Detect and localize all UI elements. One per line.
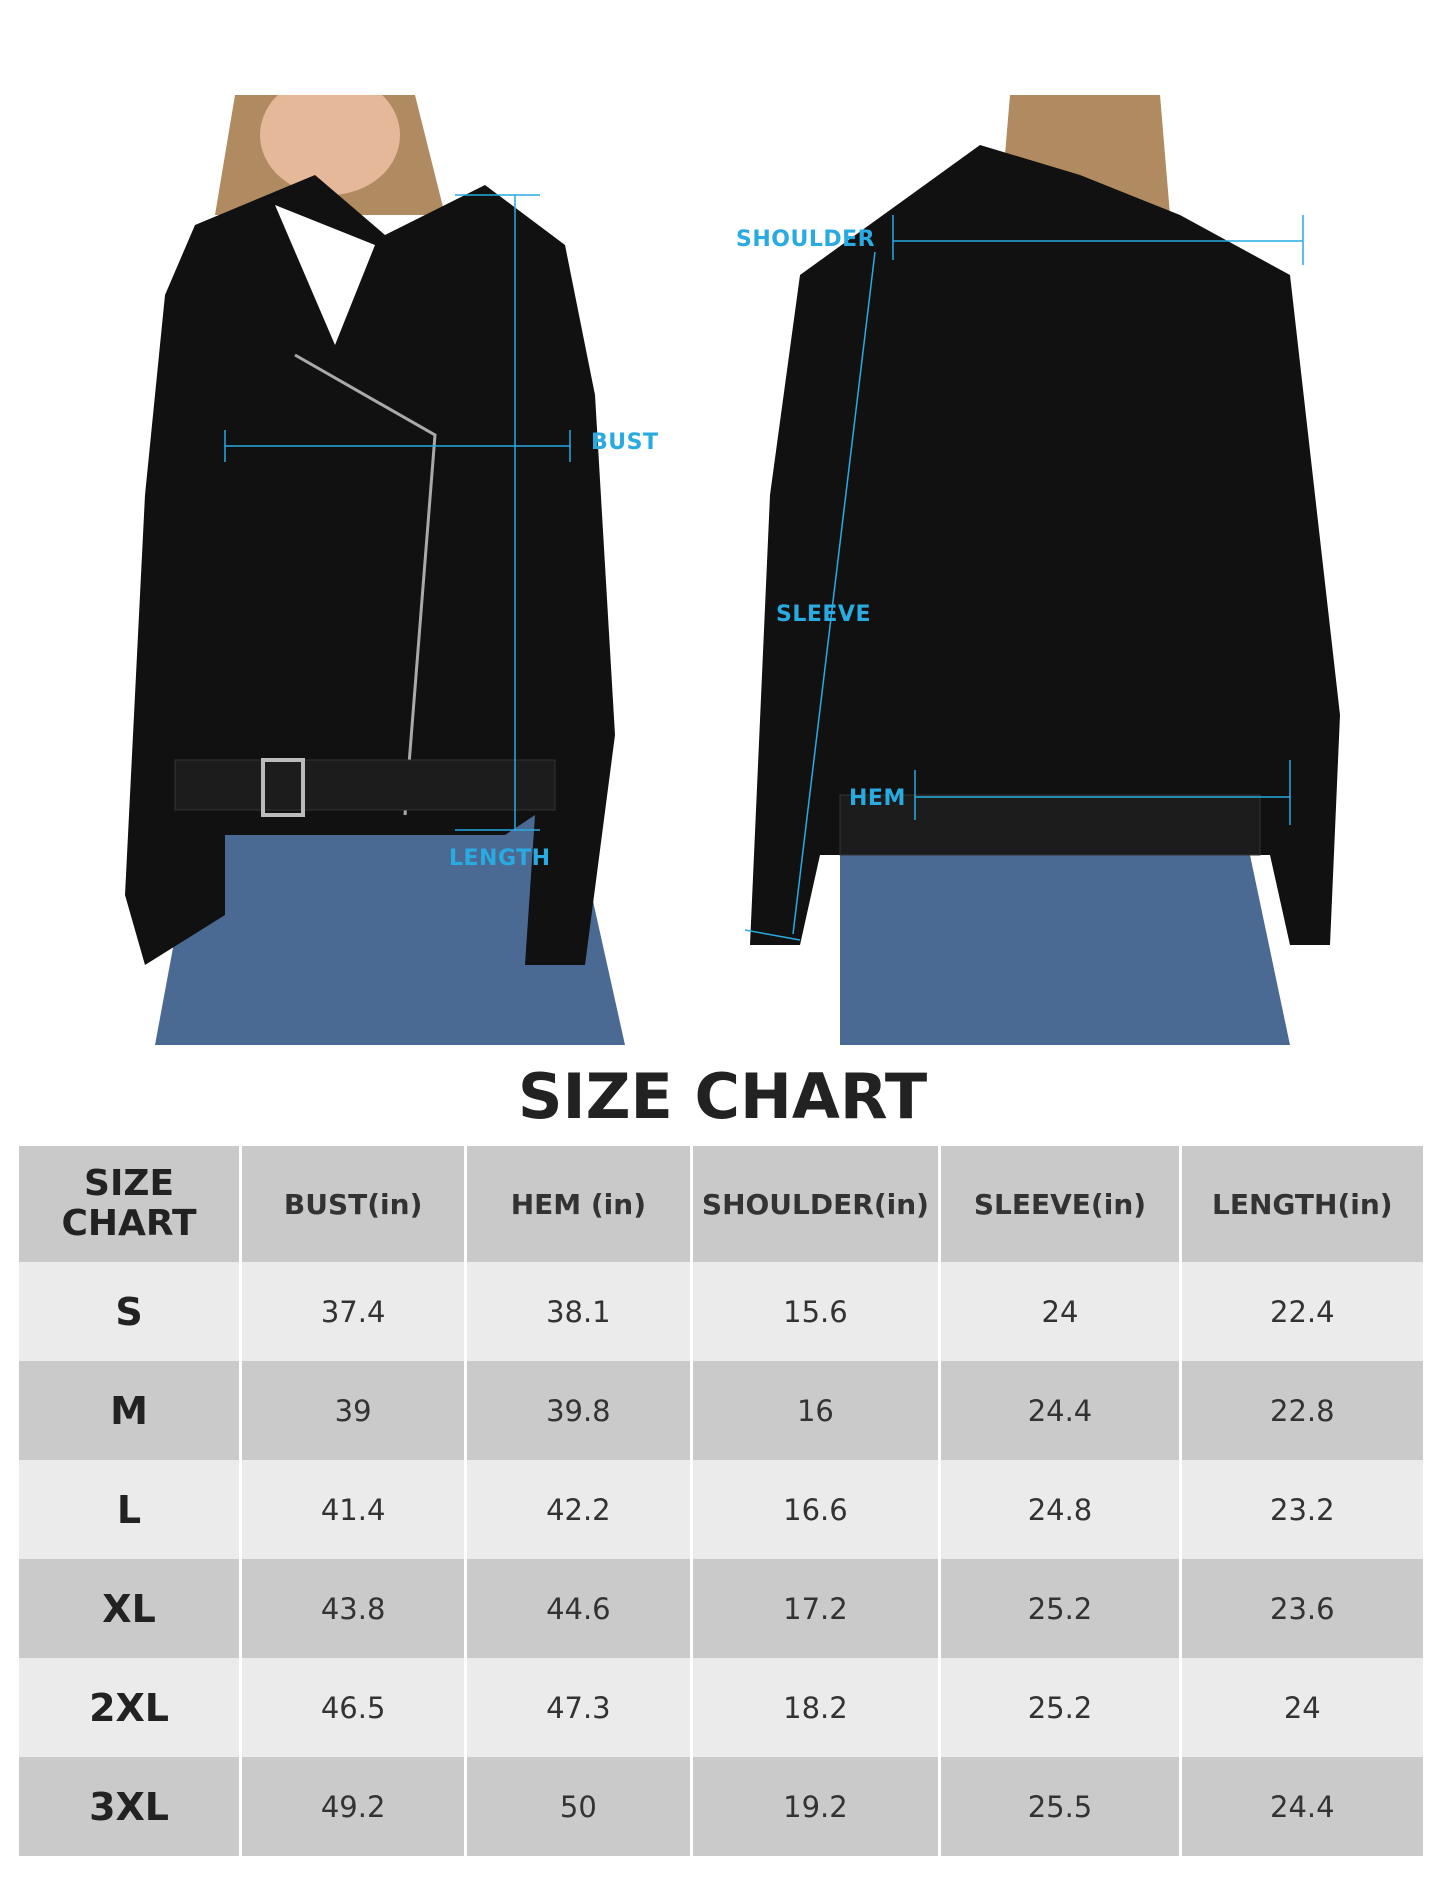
value-cell: 23.2 (1181, 1460, 1423, 1559)
corner-header: SIZE CHART (19, 1146, 240, 1262)
corner-line-2: CHART (61, 1203, 197, 1244)
value-cell: 16.6 (692, 1460, 939, 1559)
value-cell: 24.4 (941, 1361, 1179, 1460)
value-cell: 25.5 (941, 1757, 1179, 1856)
measurement-lines (224, 194, 1304, 941)
table-row: 2XL 46.5 47.3 18.2 25.2 24 (19, 1658, 1423, 1757)
value-cell: 19.2 (692, 1757, 939, 1856)
value-cell: 38.1 (467, 1262, 690, 1361)
table-row: S 37.4 38.1 15.6 24 22.4 (19, 1262, 1423, 1361)
value-cell: 22.4 (1181, 1262, 1423, 1361)
value-cell: 18.2 (692, 1658, 939, 1757)
value-cell: 23.6 (1181, 1559, 1423, 1658)
value-cell: 44.6 (467, 1559, 690, 1658)
header-length: LENGTH(in) (1181, 1146, 1423, 1262)
value-cell: 25.2 (941, 1658, 1179, 1757)
value-cell: 24.8 (941, 1460, 1179, 1559)
shoulder-label: SHOULDER (736, 227, 876, 252)
size-cell: XL (19, 1559, 240, 1658)
value-cell: 24 (941, 1262, 1179, 1361)
table-header-row: SIZE CHART BUST(in) HEM (in) SHOULDER(in… (19, 1146, 1423, 1262)
value-cell: 16 (692, 1361, 939, 1460)
header-hem: HEM (in) (467, 1146, 690, 1262)
table-row: XL 43.8 44.6 17.2 25.2 23.6 (19, 1559, 1423, 1658)
value-cell: 39 (242, 1361, 465, 1460)
value-cell: 15.6 (692, 1262, 939, 1361)
length-label: LENGTH (449, 846, 551, 871)
value-cell: 39.8 (467, 1361, 690, 1460)
size-cell: L (19, 1460, 240, 1559)
value-cell: 50 (467, 1757, 690, 1856)
size-cell: 2XL (19, 1658, 240, 1757)
value-cell: 46.5 (242, 1658, 465, 1757)
value-cell: 17.2 (692, 1559, 939, 1658)
hem-label: HEM (849, 786, 906, 811)
corner-line-1: SIZE (84, 1163, 175, 1204)
table-row: L 41.4 42.2 16.6 24.8 23.2 (19, 1460, 1423, 1559)
value-cell: 24 (1181, 1658, 1423, 1757)
size-cell: 3XL (19, 1757, 240, 1856)
bust-label: BUST (591, 430, 659, 455)
size-cell: M (19, 1361, 240, 1460)
value-cell: 42.2 (467, 1460, 690, 1559)
size-chart-title: SIZE CHART (517, 1060, 928, 1133)
sleeve-label: SLEEVE (776, 602, 871, 627)
size-cell: S (19, 1262, 240, 1361)
header-sleeve: SLEEVE(in) (941, 1146, 1179, 1262)
value-cell: 47.3 (467, 1658, 690, 1757)
value-cell: 22.8 (1181, 1361, 1423, 1460)
table-row: 3XL 49.2 50 19.2 25.5 24.4 (19, 1757, 1423, 1856)
value-cell: 43.8 (242, 1559, 465, 1658)
value-cell: 41.4 (242, 1460, 465, 1559)
header-bust: BUST(in) (242, 1146, 465, 1262)
header-shoulder: SHOULDER(in) (692, 1146, 939, 1262)
jacket-front-photo (85, 75, 675, 1045)
value-cell: 37.4 (242, 1262, 465, 1361)
jacket-back-photo (730, 95, 1380, 1045)
size-chart-table: SIZE CHART BUST(in) HEM (in) SHOULDER(in… (16, 1146, 1426, 1856)
value-cell: 25.2 (941, 1559, 1179, 1658)
value-cell: 49.2 (242, 1757, 465, 1856)
value-cell: 24.4 (1181, 1757, 1423, 1856)
table-row: M 39 39.8 16 24.4 22.8 (19, 1361, 1423, 1460)
